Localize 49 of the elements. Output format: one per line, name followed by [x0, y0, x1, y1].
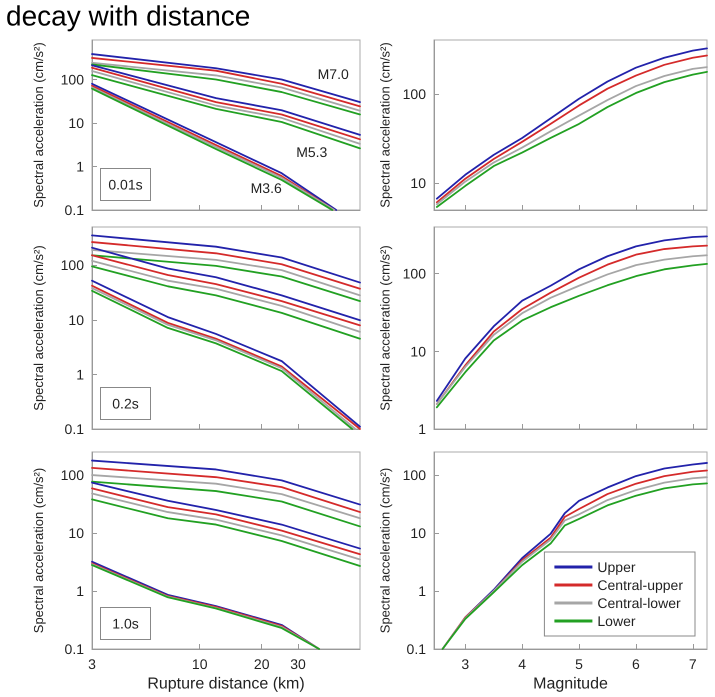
- y-tick-label: 1: [76, 158, 84, 174]
- legend-label: Upper: [597, 559, 636, 575]
- y-tick-label: 1: [418, 583, 426, 600]
- x-axis-title: Rupture distance (km): [147, 675, 305, 692]
- y-tick-label: 100: [402, 86, 426, 102]
- y-tick-label: 100: [60, 71, 84, 88]
- annotation: M7.0: [318, 66, 349, 82]
- legend-label: Lower: [597, 613, 636, 629]
- x-tick-label: 10: [192, 656, 208, 672]
- x-tick-label: 20: [254, 656, 270, 672]
- annotation: 0.01s: [108, 176, 143, 192]
- x-axis-title: Magnitude: [533, 675, 608, 692]
- y-tick-label: 0.1: [406, 641, 426, 657]
- y-tick-label: 10: [410, 175, 426, 192]
- x-tick-label: 3: [461, 656, 470, 672]
- y-tick-label: 100: [402, 266, 426, 282]
- y-axis-title: Spectral acceleration (cm/s²): [31, 42, 46, 208]
- y-tick-label: 10: [410, 343, 426, 360]
- y-tick-label: 1: [76, 583, 84, 600]
- y-tick-label: 1: [418, 421, 426, 437]
- y-tick-label: 10: [68, 114, 84, 131]
- y-axis-title: Spectral acceleration (cm/s²): [31, 245, 46, 411]
- text: decay with distance: [6, 0, 250, 32]
- x-tick-label: 4: [518, 656, 526, 672]
- y-axis-title: Spectral acceleration (cm/s²): [378, 245, 393, 411]
- y-tick-label: 100: [60, 467, 84, 484]
- x-tick-label: 3: [88, 656, 96, 672]
- y-tick-label: 0.1: [64, 202, 84, 218]
- annotation: 1.0s: [112, 616, 139, 632]
- y-tick-label: 10: [68, 312, 84, 328]
- legend-label: Central-upper: [597, 577, 684, 593]
- y-tick-label: 100: [60, 257, 84, 274]
- x-tick-label: 30: [290, 656, 306, 672]
- x-tick-label: 7: [688, 656, 697, 672]
- y-axis-title: Spectral acceleration (cm/s²): [378, 468, 393, 634]
- y-tick-label: 0.1: [64, 421, 84, 437]
- y-tick-label: 100: [402, 467, 426, 484]
- annotation: 0.2s: [112, 396, 139, 412]
- x-tick-label: 5: [575, 656, 584, 672]
- annotation: M5.3: [296, 144, 328, 160]
- y-tick-label: 1: [76, 366, 84, 382]
- y-axis-title: Spectral acceleration (cm/s²): [31, 468, 46, 634]
- x-tick-label: 6: [632, 656, 640, 672]
- y-tick-label: 10: [410, 525, 426, 542]
- y-tick-label: 10: [68, 525, 84, 542]
- annotation: M3.6: [250, 180, 282, 196]
- legend-label: Central-lower: [597, 595, 681, 611]
- y-axis-title: Spectral acceleration (cm/s²): [378, 42, 393, 208]
- y-tick-label: 0.1: [64, 641, 84, 657]
